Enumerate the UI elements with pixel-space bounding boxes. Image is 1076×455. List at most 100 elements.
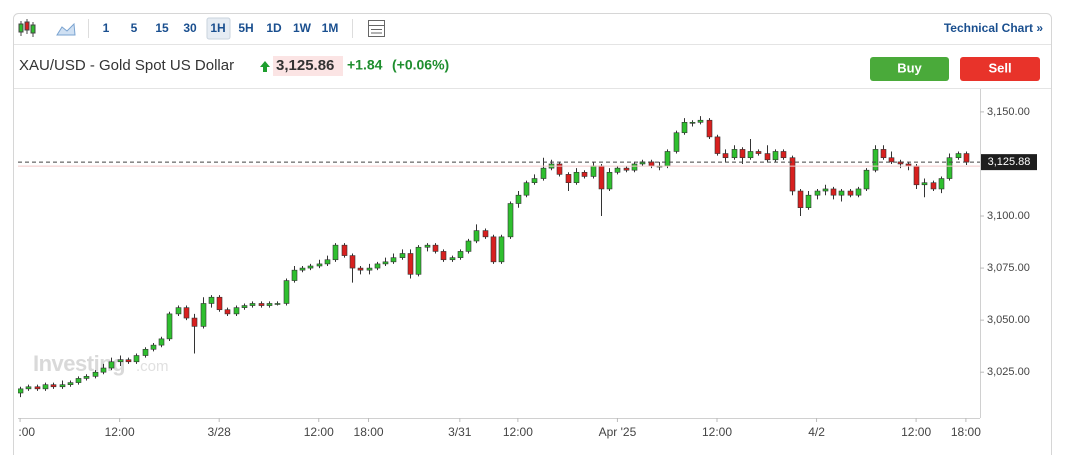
- candle-body: [838, 190, 845, 196]
- candle-body: [797, 190, 804, 208]
- y-tick-label: 3,100.00: [987, 210, 1030, 222]
- candle-body: [855, 188, 862, 196]
- candle-body: [34, 386, 41, 390]
- candle-body: [830, 188, 837, 196]
- candle-body: [515, 194, 522, 204]
- candle-body: [722, 153, 729, 159]
- candle-body: [689, 122, 696, 124]
- price-change-percent: (+0.06%): [392, 57, 449, 73]
- sell-button[interactable]: [960, 57, 1040, 81]
- candle-body: [266, 303, 273, 306]
- interval-button[interactable]: 1M: [322, 21, 339, 35]
- layout-icon[interactable]: [368, 20, 385, 37]
- candle-body: [366, 267, 373, 271]
- y-tick-label: 3,075.00: [987, 262, 1030, 274]
- candle-body: [556, 163, 563, 175]
- technical-chart-link[interactable]: Technical Chart »: [944, 21, 1043, 35]
- buy-label[interactable]: Buy: [897, 60, 922, 75]
- interval-button[interactable]: 5: [131, 21, 138, 35]
- candle-body: [590, 165, 597, 177]
- candle-body: [863, 169, 870, 190]
- interval-button[interactable]: 15: [155, 21, 169, 35]
- x-tick-label: 4/2: [808, 425, 825, 439]
- candle-body: [457, 251, 464, 258]
- candle-body: [664, 151, 671, 167]
- candle-body: [191, 317, 198, 327]
- candle-body: [681, 122, 688, 134]
- candle-body: [673, 132, 680, 152]
- candle-body: [930, 182, 937, 190]
- x-tick-label: 18:00: [354, 425, 384, 439]
- interval-button[interactable]: 5H: [238, 21, 253, 35]
- x-tick-label: 12:00: [901, 425, 931, 439]
- candle-body: [341, 244, 348, 256]
- candle-body: [382, 261, 389, 265]
- candle-body: [789, 157, 796, 192]
- candle-body: [523, 182, 530, 196]
- interval-button[interactable]: 30: [183, 21, 197, 35]
- candle-body: [224, 309, 231, 315]
- candle-body: [631, 163, 638, 171]
- candle-body: [432, 244, 439, 252]
- candle-body: [598, 165, 605, 190]
- candle-body: [390, 257, 397, 263]
- candle-body: [747, 151, 754, 159]
- candle-body: [507, 203, 514, 238]
- candle-body: [706, 119, 713, 138]
- y-tick-label: 3,025.00: [987, 366, 1030, 378]
- price-label-box: [981, 154, 1037, 171]
- candle-body: [200, 303, 207, 327]
- active-interval-bg[interactable]: [206, 17, 231, 40]
- candle-icon[interactable]: [18, 19, 36, 37]
- candle-body: [18, 388, 24, 394]
- interval-button[interactable]: 1D: [266, 21, 282, 35]
- candle-body: [83, 376, 90, 379]
- candle-body: [332, 244, 339, 261]
- candle-body: [299, 267, 306, 271]
- buy-button[interactable]: [870, 57, 949, 81]
- candle-body: [565, 174, 572, 184]
- price-change: +1.84: [347, 57, 383, 73]
- area-icon[interactable]: [56, 22, 76, 36]
- price-highlight: [273, 56, 343, 76]
- interval-button[interactable]: 1W: [293, 21, 312, 35]
- candle-body: [697, 119, 704, 123]
- x-tick-label: 12:00: [105, 425, 135, 439]
- x-tick-label: 18:00: [951, 425, 981, 439]
- candle-body: [921, 182, 928, 186]
- candle-body: [208, 296, 215, 304]
- candle-body: [498, 236, 505, 263]
- candle-body: [814, 190, 821, 196]
- candle-body: [465, 240, 472, 252]
- candle-body: [133, 355, 140, 363]
- candle-body: [581, 171, 588, 177]
- candle-body: [249, 303, 256, 306]
- interval-button[interactable]: 1H: [210, 21, 225, 35]
- candle-body: [473, 230, 480, 242]
- candle-body: [407, 253, 414, 275]
- x-tick-label: 3/28: [208, 425, 232, 439]
- candle-body: [92, 371, 99, 377]
- candle-body: [880, 149, 887, 159]
- candle-body: [125, 359, 132, 363]
- candle-body: [241, 305, 248, 308]
- candle-body: [531, 178, 538, 184]
- candle-body: [399, 253, 406, 258]
- candle-body: [955, 153, 962, 159]
- candle-body: [108, 361, 115, 369]
- candle-body: [449, 257, 456, 261]
- sell-label[interactable]: Sell: [988, 60, 1011, 75]
- y-tick-label: 3,050.00: [987, 314, 1030, 326]
- candle-body: [623, 167, 630, 171]
- candle-body: [440, 251, 447, 261]
- candle-body: [283, 280, 290, 304]
- candle-body: [780, 151, 787, 159]
- candle-body: [606, 171, 613, 190]
- watermark-suffix: .com: [136, 358, 169, 375]
- candle-body: [573, 171, 580, 184]
- candle-body: [175, 307, 182, 315]
- candle-body: [805, 194, 812, 208]
- candle-body: [888, 157, 895, 163]
- interval-button[interactable]: 1: [103, 21, 110, 35]
- candle-body: [349, 255, 356, 269]
